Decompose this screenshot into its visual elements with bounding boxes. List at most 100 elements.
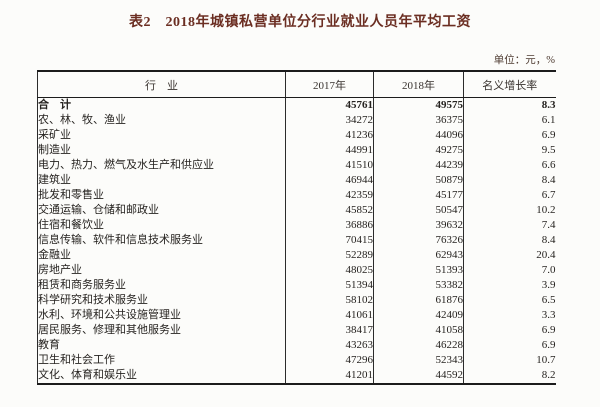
table-row: 制造业 44991 49275 9.5 (37, 143, 556, 158)
industry-cell: 采矿业 (37, 128, 286, 143)
industry-cell: 农、林、牧、渔业 (37, 113, 286, 128)
table-row: 批发和零售业 42359 45177 6.7 (37, 188, 556, 203)
value-2017-cell: 45852 (285, 203, 374, 218)
industry-cell: 房地产业 (37, 263, 286, 278)
header-cell-growth: 名义增长率 (463, 71, 556, 98)
header-cell-2018: 2018年 (373, 71, 464, 98)
growth-rate-cell: 20.4 (536, 249, 556, 261)
value-2018-cell: 62943 (373, 248, 464, 263)
industry-cell: 批发和零售业 (37, 188, 286, 203)
growth-rate-cell: 6.1 (541, 114, 556, 126)
value-2018-cell: 53382 (373, 278, 464, 293)
value-2018-cell: 49275 (373, 143, 464, 158)
industry-cell: 制造业 (37, 143, 286, 158)
table-row: 房地产业 48025 51393 7.0 (37, 263, 556, 278)
industry-cell: 住宿和餐饮业 (37, 218, 286, 233)
table-row: 租赁和商务服务业 51394 53382 3.9 (37, 278, 556, 293)
table-row: 建筑业 46944 50879 8.4 (37, 173, 556, 188)
table-title: 表2 2018年城镇私营单位分行业就业人员年平均工资 (129, 15, 471, 30)
unit-note: 单位：元，% (493, 55, 555, 66)
industry-cell: 金融业 (37, 248, 286, 263)
value-2018-cell: 44592 (373, 368, 464, 384)
value-2017-cell: 41201 (285, 368, 374, 384)
table-row: 卫生和社会工作 47296 52343 10.7 (37, 353, 556, 368)
table-row: 采矿业 41236 44096 6.9 (37, 128, 556, 143)
value-2017-cell: 42359 (285, 188, 374, 203)
value-2017-cell: 36886 (285, 218, 374, 233)
header-cell-industry: 行 业 (37, 71, 286, 98)
industry-cell: 水利、环境和公共设施管理业 (37, 308, 286, 323)
table-row: 居民服务、修理和其他服务业 38417 41058 6.9 (37, 323, 556, 338)
value-2017-cell: 38417 (285, 323, 374, 338)
industry-cell: 文化、体育和娱乐业 (37, 368, 286, 384)
value-2018-cell: 50879 (373, 173, 464, 188)
value-2018-cell: 52343 (373, 353, 464, 368)
salary-table: 行 业 2017年 2018年 名义增长率 合 计 45761 49575 8.3 农、… (37, 70, 556, 385)
value-2017-cell: 51394 (285, 278, 374, 293)
value-2018-cell: 42409 (373, 308, 464, 323)
industry-cell: 卫生和社会工作 (37, 353, 286, 368)
value-2018-cell: 39632 (373, 218, 464, 233)
growth-rate-cell: 8.2 (541, 369, 556, 381)
growth-rate-cell: 10.2 (536, 204, 556, 216)
header-cell-2017: 2017年 (285, 71, 374, 98)
table-row: 住宿和餐饮业 36886 39632 7.4 (37, 218, 556, 233)
industry-cell: 交通运输、仓储和邮政业 (37, 203, 286, 218)
value-2017-cell: 34272 (285, 113, 374, 128)
growth-rate-cell: 7.0 (541, 264, 556, 276)
value-2018-cell: 46228 (373, 338, 464, 353)
value-2017-cell: 41236 (285, 128, 374, 143)
value-2018-cell: 51393 (373, 263, 464, 278)
value-2017-cell: 52289 (285, 248, 374, 263)
industry-cell: 建筑业 (37, 173, 286, 188)
value-2017-cell: 47296 (285, 353, 374, 368)
growth-rate-cell: 6.5 (541, 294, 556, 306)
value-2017-cell: 46944 (285, 173, 374, 188)
growth-rate-cell: 8.4 (541, 234, 556, 246)
growth-rate-cell: 3.3 (541, 309, 556, 321)
growth-rate-cell: 6.9 (541, 339, 556, 351)
value-2018-cell: 50547 (373, 203, 464, 218)
growth-rate-cell: 9.5 (541, 144, 556, 156)
value-2018-cell: 36375 (373, 113, 464, 128)
value-2018-cell: 45177 (373, 188, 464, 203)
value-2017-cell: 44991 (285, 143, 374, 158)
table-row: 信息传输、软件和信息技术服务业 70415 76326 8.4 (37, 233, 556, 248)
growth-rate-cell: 6.6 (541, 159, 556, 171)
value-2017-cell: 58102 (285, 293, 374, 308)
value-2018-cell: 41058 (373, 323, 464, 338)
industry-cell: 合 计 (37, 97, 286, 113)
growth-rate-cell: 6.7 (541, 189, 556, 201)
table-row: 科学研究和技术服务业 58102 61876 6.5 (37, 293, 556, 308)
table-row: 交通运输、仓储和邮政业 45852 50547 10.2 (37, 203, 556, 218)
growth-rate-cell: 7.4 (541, 219, 556, 231)
industry-cell: 租赁和商务服务业 (37, 278, 286, 293)
table-header: 行 业 2017年 2018年 名义增长率 (37, 71, 556, 98)
table-row: 金融业 52289 62943 20.4 (37, 248, 556, 263)
table-row: 水利、环境和公共设施管理业 41061 42409 3.3 (37, 308, 556, 323)
value-2017-cell: 48025 (285, 263, 374, 278)
industry-cell: 居民服务、修理和其他服务业 (37, 323, 286, 338)
table-row: 教育 43263 46228 6.9 (37, 338, 556, 353)
industry-cell: 信息传输、软件和信息技术服务业 (37, 233, 286, 248)
industry-cell: 科学研究和技术服务业 (37, 293, 286, 308)
growth-rate-cell: 6.9 (541, 324, 556, 336)
table-row: 合 计 45761 49575 8.3 (37, 97, 556, 113)
value-2018-cell: 44096 (373, 128, 464, 143)
table-row: 文化、体育和娱乐业 41201 44592 8.2 (37, 368, 556, 384)
growth-rate-cell: 6.9 (541, 129, 556, 141)
value-2018-cell: 76326 (373, 233, 464, 248)
growth-rate-cell: 3.9 (541, 279, 556, 291)
growth-rate-cell: 8.3 (541, 99, 556, 111)
growth-rate-cell: 10.7 (536, 354, 556, 366)
value-2017-cell: 41510 (285, 158, 374, 173)
industry-cell: 教育 (37, 338, 286, 353)
table-row: 农、林、牧、渔业 34272 36375 6.1 (37, 113, 556, 128)
industry-cell: 电力、热力、燃气及水生产和供应业 (37, 158, 286, 173)
header-row: 行 业 2017年 2018年 名义增长率 (37, 71, 556, 98)
value-2017-cell: 70415 (285, 233, 374, 248)
table-row: 电力、热力、燃气及水生产和供应业 41510 44239 6.6 (37, 158, 556, 173)
value-2017-cell: 43263 (285, 338, 374, 353)
value-2017-cell: 45761 (285, 97, 374, 113)
